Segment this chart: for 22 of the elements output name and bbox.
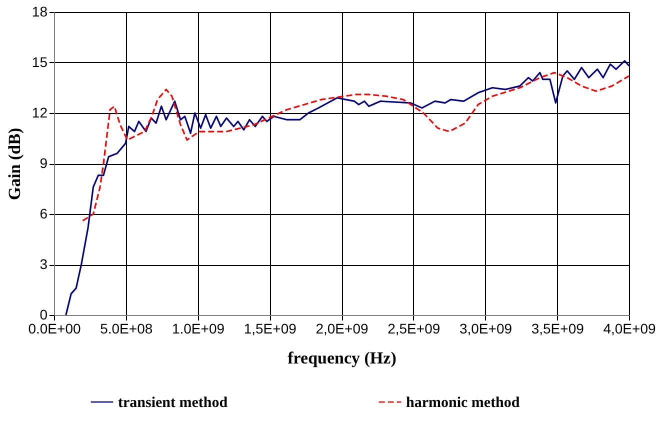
legend-label: harmonic method (406, 395, 520, 411)
y-tick-label: 9 (40, 155, 48, 171)
y-axis-title: Gain (dB) (4, 128, 24, 200)
x-tick-label: 3,0E+09 (459, 320, 512, 336)
x-axis-title: frequency (Hz) (288, 348, 396, 368)
x-tick-label: 5.0E+08 (100, 320, 153, 336)
y-tick-label: 3 (40, 256, 48, 272)
x-tick-label: 0.0E+00 (28, 320, 81, 336)
line-series (82, 72, 630, 222)
y-tick-label: 12 (32, 104, 48, 120)
y-tick-label: 0 (40, 306, 48, 322)
x-tick-label: 3,5E+09 (531, 320, 584, 336)
legend-label: transient method (118, 395, 228, 411)
y-tick-label: 15 (32, 54, 48, 70)
x-tick-label: 1.0E+09 (172, 320, 225, 336)
y-tick-label: 6 (40, 206, 48, 222)
x-tick-label: 1,5E+09 (244, 320, 297, 336)
x-tick-label: 2,0E+09 (316, 320, 368, 336)
x-tick-label: 4,0E+09 (603, 320, 656, 336)
y-tick-label: 18 (32, 4, 48, 20)
x-tick-label: 2,5E+09 (388, 320, 440, 336)
line-series (65, 60, 630, 316)
